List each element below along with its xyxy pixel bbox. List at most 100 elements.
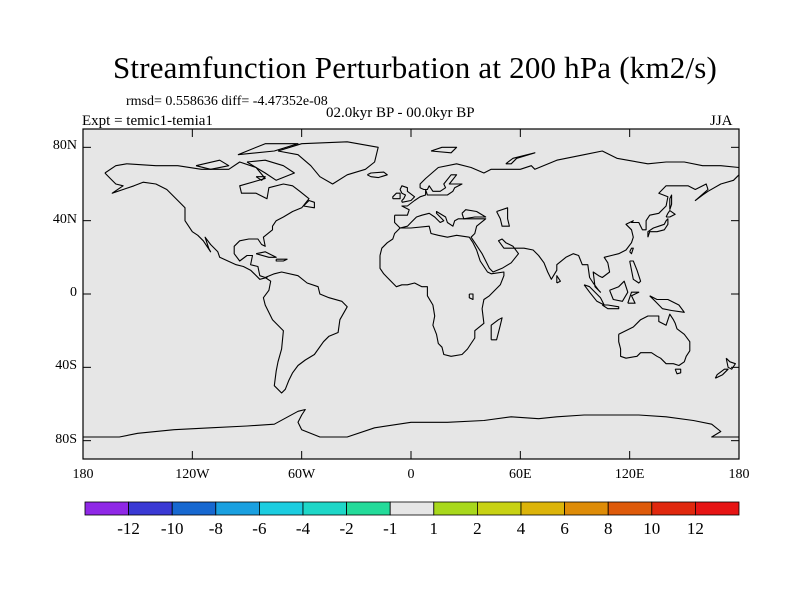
coastline-ellesmere	[237, 143, 299, 156]
colorbar-label: 1	[429, 519, 439, 538]
coastline-new-zealand-n	[725, 357, 736, 370]
anomaly-central-asia	[554, 189, 581, 205]
colorbar-swatch	[84, 501, 129, 516]
colorbar-label: -4	[295, 519, 311, 538]
colorbar-label: -2	[339, 519, 354, 538]
colorbar-label: -1	[383, 519, 398, 538]
coastline-eurasia	[394, 150, 739, 293]
coastline-sakhalin	[669, 194, 673, 210]
coastline-north-america	[104, 161, 310, 280]
coastline-gb	[399, 185, 416, 203]
coastline-new-guinea	[649, 295, 685, 313]
colorbar-swatch	[128, 501, 173, 516]
x-tick-label: 60W	[288, 467, 316, 482]
coastline-australia	[618, 313, 691, 367]
y-tick-label: 80S	[55, 431, 77, 447]
colorbar-swatch	[476, 501, 522, 516]
anomaly-n-pacific-east	[83, 191, 127, 214]
x-tick-label: 120E	[614, 467, 645, 482]
colorbar-label: 6	[560, 519, 569, 538]
anomaly-japan	[651, 224, 681, 251]
coastline-newfoundland	[303, 199, 315, 209]
coastline-cuba	[255, 251, 277, 258]
anomaly-sw-pacific	[715, 400, 739, 419]
anomaly-east-africa	[469, 297, 495, 309]
colorbar-label: -12	[117, 519, 140, 538]
period-label: 02.0kyr BP - 00.0kyr BP	[326, 105, 475, 121]
coastline-java	[601, 304, 620, 310]
colorbar-swatch	[215, 501, 260, 516]
coastline-philippines	[629, 260, 642, 284]
experiment-label: Expt = temic1-temia1	[82, 113, 213, 129]
colorbar-label: 2	[473, 519, 482, 538]
anomaly-south-atlantic	[378, 341, 408, 357]
coastline-japan	[647, 218, 669, 238]
season-label: JJA	[710, 113, 733, 129]
colorbar	[84, 501, 740, 516]
coastline-victoria-isl	[195, 159, 230, 170]
colorbar-swatch	[389, 501, 435, 516]
coastline-novaya-zemlya	[505, 152, 536, 165]
coastline-caspian	[496, 207, 510, 227]
coastline-taiwan	[629, 247, 634, 255]
x-tick-label: 180	[72, 467, 94, 482]
coastline-madagascar	[490, 317, 503, 341]
colorbar-label: 8	[603, 519, 613, 538]
x-tick-label: 60E	[509, 467, 532, 482]
anomaly-n-pacific-west	[715, 195, 739, 214]
colorbar-swatch	[564, 501, 609, 516]
colorbar-swatch	[346, 501, 391, 516]
coastline-tasmania	[674, 368, 682, 375]
y-tick-label: 0	[70, 285, 77, 300]
y-tick-label: 40N	[52, 211, 77, 227]
map-frame	[82, 128, 740, 460]
chart-title: Streamfunction Perturbation at 200 hPa (…	[112, 50, 718, 85]
coastline-hispaniola	[275, 258, 288, 262]
map-background	[83, 129, 739, 459]
anomaly-indian-ocean	[489, 334, 552, 357]
anomaly-se-pacific	[83, 402, 100, 417]
colorbar-label: 12	[686, 519, 704, 538]
colorbar-label: -8	[208, 519, 223, 538]
coastline-iceland	[367, 171, 388, 179]
x-tick-label: 0	[407, 467, 415, 482]
colorbar-swatch	[171, 501, 217, 516]
colorbar-swatch	[520, 501, 565, 516]
coastline-baffin	[246, 159, 295, 181]
coastline-layer	[83, 141, 739, 438]
coastline-hudson-isl	[255, 176, 266, 181]
colorbar-swatch	[695, 501, 740, 516]
coastline-africa	[379, 225, 505, 357]
y-tick-label: 80N	[52, 138, 77, 154]
x-tick-label: 180	[728, 467, 750, 482]
coastline-south-america	[262, 271, 348, 394]
stats-label: rmsd= 0.558636 diff= -4.47352e-08	[126, 94, 328, 109]
anomaly-mid-atlantic	[345, 198, 371, 217]
colorbar-swatch	[607, 501, 653, 516]
colorbar-swatch	[258, 501, 304, 516]
coastline-hokkaido	[665, 210, 676, 218]
colorbar-label: -6	[252, 519, 267, 538]
coastline-sulawesi	[627, 291, 640, 304]
coastline-antarctica	[83, 408, 739, 438]
x-tick-label: 120W	[175, 467, 210, 482]
y-tick-label: 40S	[55, 358, 77, 374]
colorbar-label: 10	[643, 519, 661, 538]
coastline-svalbard	[430, 146, 458, 154]
colorbar-swatch	[302, 501, 347, 516]
anomaly-eastern-usa	[283, 204, 309, 227]
anomaly-mediterranean	[436, 220, 463, 243]
coastline-sri-lanka	[556, 275, 561, 284]
coastline-black-sea	[461, 209, 487, 220]
coastline-lake-victoria	[468, 293, 474, 301]
colorbar-swatch	[651, 501, 696, 516]
colorbar-label: -10	[160, 519, 184, 538]
coastline-ireland	[392, 192, 401, 200]
colorbar-label: 4	[516, 519, 526, 538]
coastline-borneo	[609, 280, 629, 302]
coastline-greenland	[277, 141, 379, 185]
coastline-new-zealand-s	[714, 368, 729, 379]
anomaly-southern-ocean	[514, 380, 566, 395]
colorbar-swatch	[433, 501, 478, 516]
